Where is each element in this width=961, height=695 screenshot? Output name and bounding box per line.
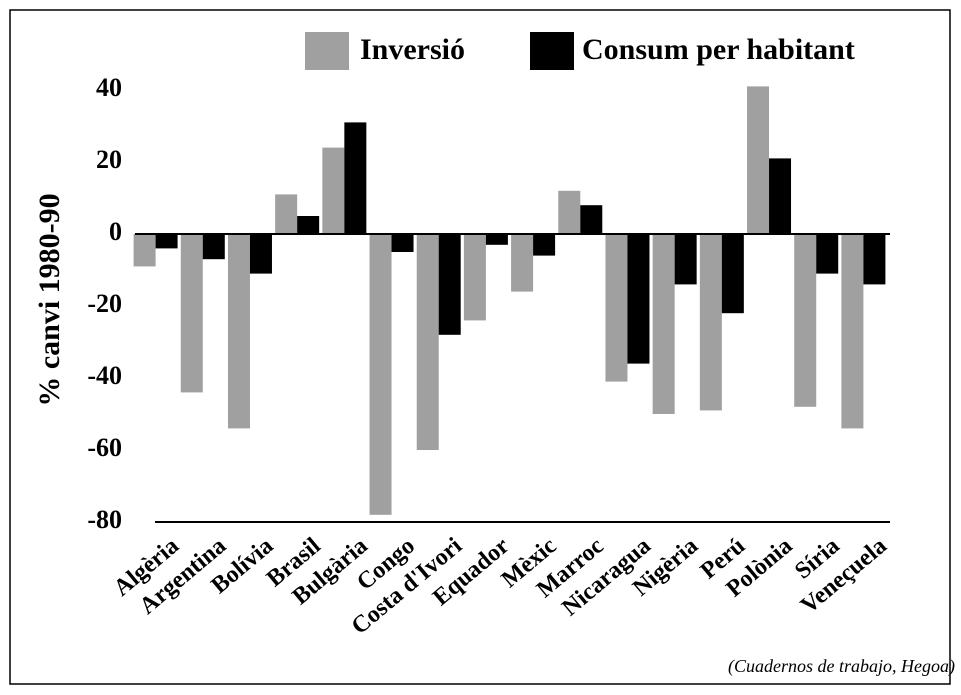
bar bbox=[438, 234, 461, 335]
bar bbox=[841, 234, 864, 429]
bar bbox=[816, 234, 839, 274]
bar bbox=[558, 190, 581, 234]
y-axis-label: % canvi 1980-90 bbox=[33, 193, 66, 406]
bar bbox=[297, 216, 320, 234]
bar bbox=[627, 234, 650, 364]
legend-swatch bbox=[530, 32, 574, 70]
y-tick-label: 0 bbox=[109, 217, 122, 246]
bar bbox=[133, 234, 156, 267]
y-tick-label: -60 bbox=[87, 433, 122, 462]
bar bbox=[533, 234, 556, 256]
y-tick-label: 40 bbox=[96, 73, 122, 102]
bar bbox=[674, 234, 697, 285]
bar bbox=[249, 234, 272, 274]
bar bbox=[580, 205, 603, 234]
bar bbox=[605, 234, 628, 382]
bar bbox=[344, 122, 367, 234]
source: (Cuadernos de trabajo, Hegoa) bbox=[728, 656, 955, 677]
bar bbox=[227, 234, 250, 429]
y-tick-label: 20 bbox=[96, 145, 122, 174]
y-tick-label: -40 bbox=[87, 361, 122, 390]
bar bbox=[699, 234, 722, 411]
bar bbox=[511, 234, 534, 292]
bar bbox=[391, 234, 414, 252]
legend-label: Inversió bbox=[360, 33, 465, 66]
legend-label: Consum per habitant bbox=[582, 33, 855, 66]
bar bbox=[202, 234, 225, 260]
bar bbox=[155, 234, 178, 249]
frame bbox=[9, 9, 951, 685]
y-tick-label: -80 bbox=[87, 505, 122, 534]
y-tick-label: -20 bbox=[87, 289, 122, 318]
bar bbox=[369, 234, 392, 515]
bar bbox=[180, 234, 203, 393]
bar bbox=[794, 234, 817, 407]
bar bbox=[322, 147, 345, 234]
bar bbox=[863, 234, 886, 285]
bar bbox=[416, 234, 439, 450]
bar bbox=[463, 234, 486, 321]
legend-swatch bbox=[305, 32, 349, 70]
bar bbox=[652, 234, 675, 414]
bar bbox=[769, 158, 792, 234]
bar bbox=[747, 86, 770, 235]
bar bbox=[275, 194, 298, 234]
bar bbox=[721, 234, 744, 314]
bar bbox=[485, 234, 508, 245]
